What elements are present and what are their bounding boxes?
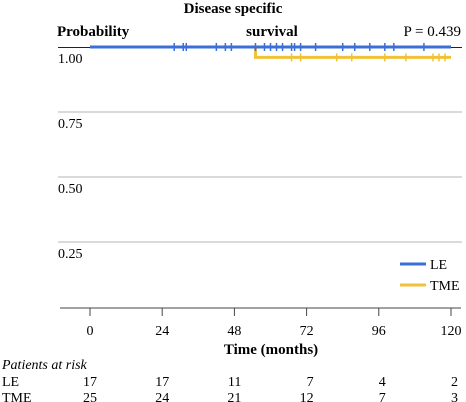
- risk-count: 7: [379, 391, 386, 402]
- risk-count: 3: [451, 391, 458, 402]
- grid-lines: [58, 47, 462, 243]
- x-axis-label: Time (months): [224, 342, 318, 358]
- risk-count: 12: [300, 391, 314, 402]
- risk-count: 24: [155, 391, 169, 402]
- risk-count: 25: [83, 391, 97, 402]
- x-tick-label: 48: [227, 324, 241, 339]
- p-value: P = 0.439: [404, 24, 462, 40]
- chart-title: Disease specific: [184, 1, 283, 17]
- y-tick-label: 0.25: [58, 247, 83, 262]
- risk-row-label: TME: [2, 391, 32, 402]
- risk-count: 11: [228, 375, 241, 390]
- risk-count: 4: [379, 375, 386, 390]
- legend-label-tme: TME: [430, 279, 460, 294]
- risk-count: 7: [307, 375, 314, 390]
- series-line-tme: [254, 47, 451, 59]
- risk-row-label: LE: [2, 375, 19, 390]
- risk-count: 17: [83, 375, 97, 390]
- legend-label-le: LE: [430, 258, 447, 273]
- chart-title: survival: [246, 24, 298, 40]
- x-tick-label: 120: [441, 324, 462, 339]
- x-axis: 0 24 48 72 96 120: [60, 307, 462, 339]
- y-tick-label: 1.00: [58, 52, 83, 67]
- y-axis-label: Probability: [57, 24, 130, 40]
- x-tick-label: 72: [300, 324, 314, 339]
- x-tick-label: 24: [155, 324, 169, 339]
- risk-count: 21: [227, 391, 241, 402]
- y-tick-label: 0.75: [58, 117, 83, 132]
- legend: LE TME: [400, 258, 460, 294]
- y-tick-label: 0.50: [58, 182, 83, 197]
- axis-labels: 0.25 0.50 0.75 1.00 Disease specific survival…: [57, 1, 461, 358]
- x-tick-label: 0: [87, 324, 94, 339]
- x-tick-label: 96: [372, 324, 386, 339]
- series-lines: [90, 43, 451, 62]
- risk-table-title: Patients at risk: [1, 358, 88, 373]
- risk-count: 2: [451, 375, 458, 390]
- risk-count: 17: [155, 375, 169, 390]
